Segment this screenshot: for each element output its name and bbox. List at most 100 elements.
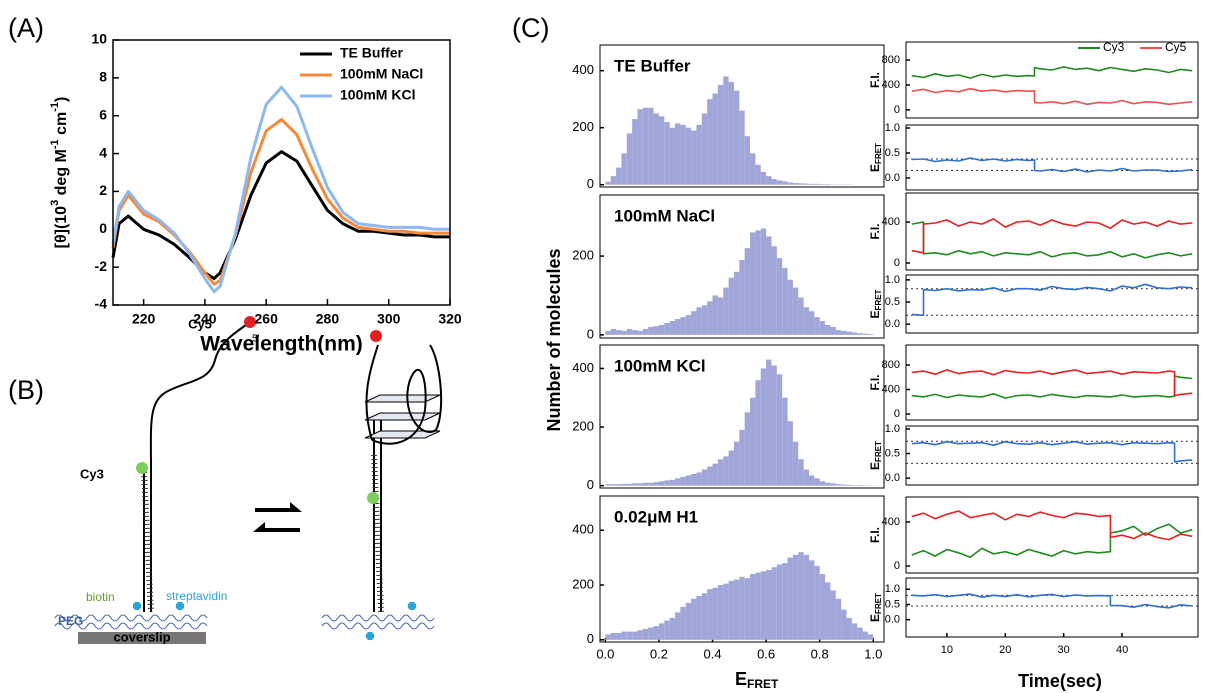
bar (658, 623, 665, 640)
bar (830, 326, 836, 335)
bar (771, 179, 777, 185)
bar (733, 90, 740, 185)
bar (825, 184, 831, 185)
y-tick-label: 0.5 (885, 296, 900, 308)
y-tick-label: 400 (572, 62, 594, 77)
bar (728, 450, 734, 486)
bar (857, 333, 863, 335)
bar (808, 311, 815, 335)
bar (691, 473, 697, 486)
bar (675, 123, 681, 185)
diagram-label: Cy5 (188, 316, 212, 331)
x-tick-label: 320 (438, 311, 462, 327)
bar (782, 397, 788, 486)
bar (648, 107, 654, 185)
bar (664, 480, 670, 486)
plot-frame (905, 41, 1199, 119)
label-part: ) (53, 97, 70, 102)
bar (637, 630, 643, 640)
bar (766, 236, 772, 335)
series-line (911, 283, 1193, 317)
bar (798, 552, 804, 640)
y-tick-label: 0 (99, 220, 107, 236)
bar (723, 456, 729, 486)
x-tick-label: 20 (999, 644, 1011, 656)
bar (744, 248, 751, 335)
bar (701, 113, 708, 185)
y-tick-label: 1.0 (885, 423, 900, 435)
bar (653, 113, 659, 185)
bar (658, 481, 665, 486)
bar (814, 565, 820, 640)
y-tick-label: 0 (587, 176, 594, 191)
y-tick-label: -4 (95, 296, 108, 312)
y-tick-label: 0 (894, 408, 900, 420)
bar (744, 412, 751, 486)
bar (707, 466, 713, 486)
bar (776, 258, 783, 335)
bar (760, 571, 767, 640)
bar (691, 598, 697, 640)
bar (819, 184, 826, 185)
bar (637, 330, 643, 335)
y-tick-label: 10 (91, 31, 107, 47)
bar (712, 295, 718, 335)
bar (675, 478, 681, 486)
panel-label: (A) (8, 13, 44, 43)
bar (862, 333, 868, 335)
bar (835, 598, 842, 640)
bar (723, 287, 729, 335)
bar (632, 483, 638, 486)
bar (739, 260, 745, 335)
label-text: E (868, 164, 882, 172)
chart-title: 0.02μM H1 (614, 507, 698, 526)
bar (642, 628, 649, 640)
label-part: deg M (53, 149, 70, 200)
bar (658, 116, 665, 185)
bar (851, 623, 858, 640)
bar (862, 631, 868, 640)
label-sub: FRET (747, 677, 779, 691)
bar (803, 469, 809, 486)
y-tick-label: 400 (882, 383, 900, 395)
bar (664, 121, 670, 185)
bar (776, 564, 783, 640)
bar (691, 130, 697, 185)
bar (755, 230, 761, 335)
bar (798, 459, 804, 486)
bar (755, 380, 761, 486)
bar (808, 475, 815, 486)
legend-label: 100mM KCl (340, 87, 415, 103)
bar (605, 181, 611, 185)
x-tick-label: 300 (377, 311, 401, 327)
bar (685, 127, 692, 185)
y-tick-label: 200 (572, 119, 594, 134)
bar (632, 631, 638, 640)
y-axis-label: F.I. (868, 72, 882, 88)
bar (867, 334, 874, 335)
series-line (111, 150, 450, 280)
diagram (54, 316, 443, 644)
bar (653, 482, 659, 486)
bar (728, 580, 734, 640)
label-part: -1 (49, 102, 61, 112)
x-axis-label: Wavelength(nm) (200, 333, 363, 356)
bar (669, 479, 676, 486)
series-line (911, 221, 1193, 259)
bar (691, 311, 697, 335)
legend-label: Cy3 (1103, 40, 1125, 54)
x-tick-label: 240 (193, 311, 217, 327)
y-tick-label: 1.0 (885, 583, 900, 595)
bar (696, 307, 702, 335)
plot-frame (905, 496, 1199, 574)
bar (739, 429, 745, 486)
bar (680, 317, 686, 335)
bar (792, 183, 799, 185)
bar (819, 574, 826, 640)
bar (680, 124, 686, 185)
bar (632, 119, 638, 185)
diagram-label: 5' (252, 334, 260, 345)
label-text: F.I. (868, 374, 882, 390)
bar (776, 180, 783, 185)
bar (750, 574, 756, 640)
